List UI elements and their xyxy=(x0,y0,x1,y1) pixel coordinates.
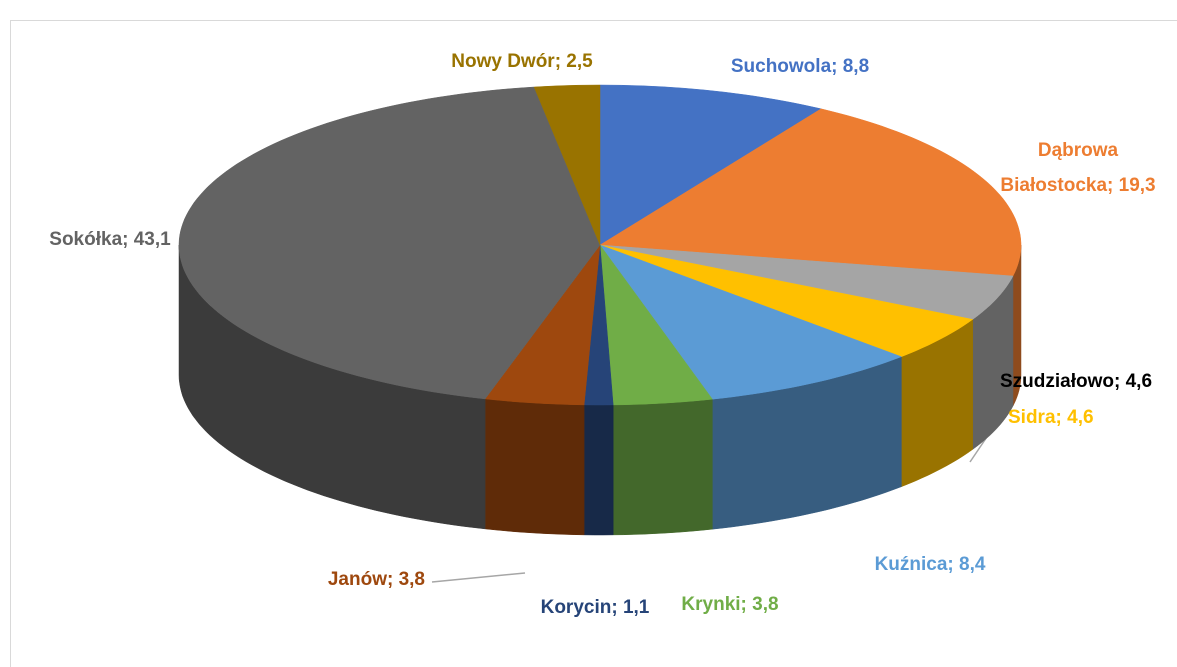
data-label: Korycin; 1,1 xyxy=(541,597,650,618)
data-label: Dąbrowa Białostocka; 19,3 xyxy=(1000,140,1155,196)
data-label: Suchowola; 8,8 xyxy=(731,56,869,77)
top-faces xyxy=(178,84,1022,406)
pie-slice xyxy=(599,84,822,246)
data-label: Sidra; 4,6 xyxy=(1008,407,1094,428)
side-walls xyxy=(178,244,1022,536)
data-label-line: Białostocka; 19,3 xyxy=(1000,175,1155,196)
data-label: Sokółka; 43,1 xyxy=(49,229,171,250)
pie-slice xyxy=(484,244,601,406)
pie-side xyxy=(583,404,614,536)
pie-slice xyxy=(599,244,713,406)
pie-slice xyxy=(599,244,974,357)
data-label: Janów; 3,8 xyxy=(328,569,425,590)
pie-slice xyxy=(178,86,601,400)
data-label: Nowy Dwór; 2,5 xyxy=(451,51,593,72)
pie-side xyxy=(612,398,713,536)
data-label: Kuźnica; 8,4 xyxy=(875,554,986,575)
data-label: Krynki; 3,8 xyxy=(681,594,778,615)
pie-side xyxy=(484,398,585,536)
leader-line xyxy=(431,572,526,583)
pie-slice xyxy=(599,244,903,400)
pie-slice xyxy=(533,84,601,246)
data-label-line: Dąbrowa xyxy=(1038,140,1119,161)
pie-slice xyxy=(599,108,1022,277)
data-label: Szudziałowo; 4,6 xyxy=(1000,371,1152,392)
chart-border xyxy=(10,20,1177,667)
pie-slice xyxy=(599,244,1014,320)
